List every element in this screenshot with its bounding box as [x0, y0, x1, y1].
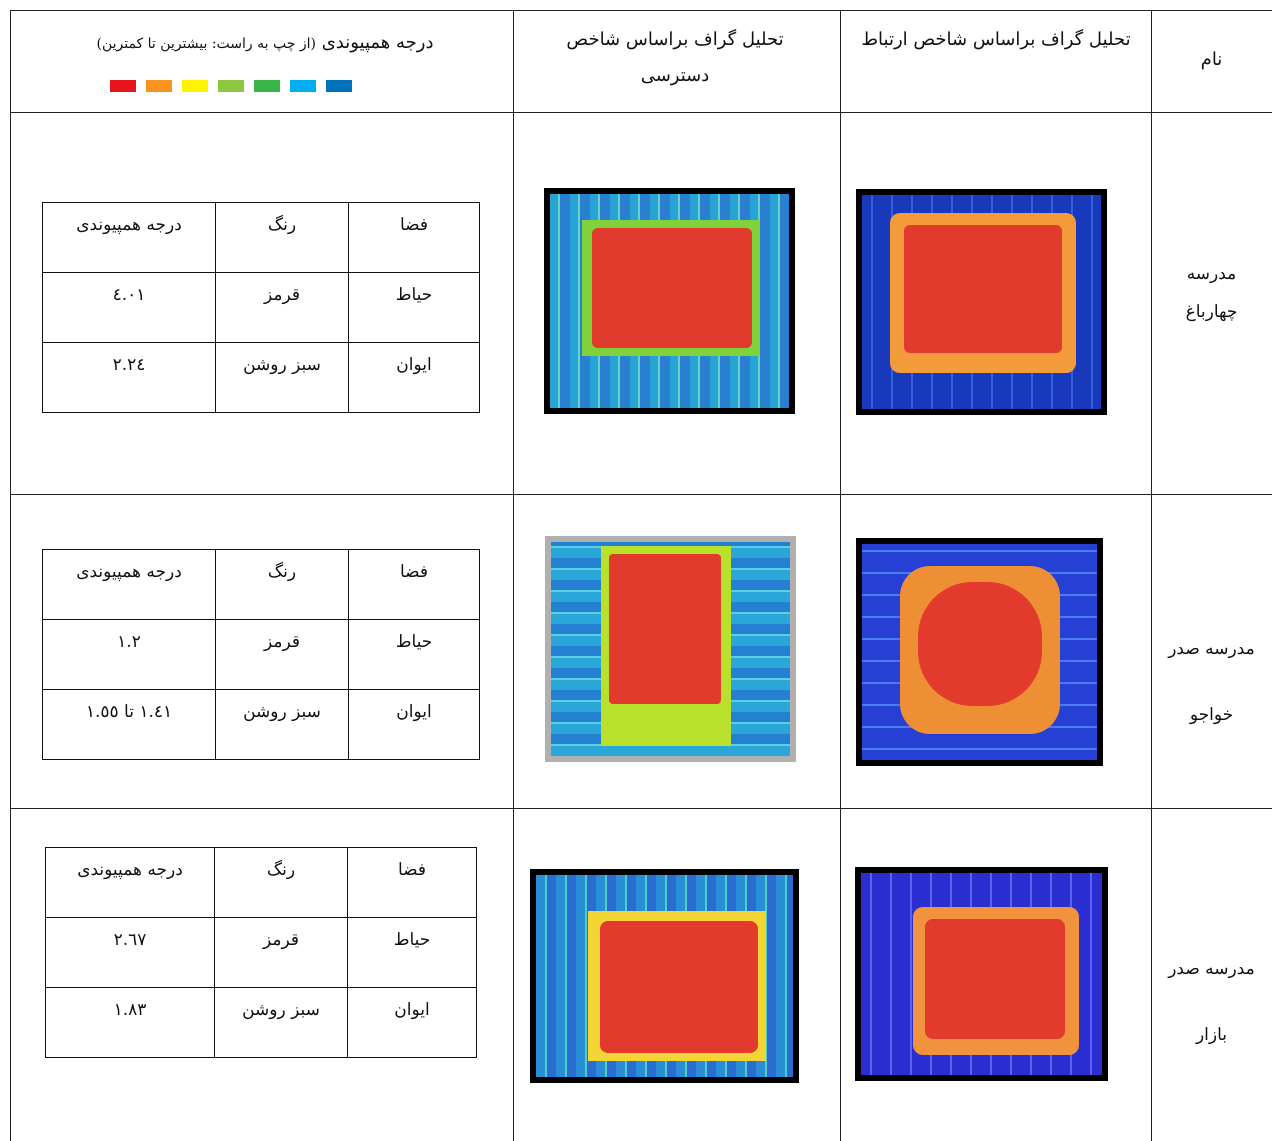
row-3-name-line1: مدرسه صدر: [1168, 959, 1255, 979]
cell-space: ایوان: [347, 987, 477, 1058]
cell-degree-header: درجه همپیوندی: [42, 549, 216, 620]
header-divider: [10, 112, 1272, 113]
cell-color: سبز روشن: [215, 689, 349, 760]
cell-degree: ٢.٢٤: [42, 342, 216, 413]
cell-color-header: رنگ: [214, 847, 348, 918]
row-2-accessibility-plan-image: [545, 536, 796, 762]
legend-swatch-2: [146, 80, 172, 92]
legend-swatch-4: [218, 80, 244, 92]
header-name: نام: [1200, 49, 1223, 70]
header-integration-title: درجه همپیوندی: [321, 32, 434, 53]
cell-color: قرمز: [214, 917, 348, 988]
cell-color-header: رنگ: [215, 549, 349, 620]
col-divider-3: [1151, 10, 1152, 1141]
cell-degree: ٢.٦٧: [45, 917, 215, 988]
cell-color: سبز روشن: [214, 987, 348, 1058]
legend-swatch-7: [326, 80, 352, 92]
cell-space: ایوان: [348, 689, 480, 760]
row-2-name-line2: خواجو: [1189, 705, 1234, 725]
row-3-name: مدرسه صدر بازار: [1151, 950, 1272, 1054]
row-3-connectivity-plan-image: [855, 867, 1108, 1081]
cell-color: سبز روشن: [215, 342, 349, 413]
row-1-accessibility-plan-image: [544, 188, 795, 414]
cell-degree: ٤.٠١: [42, 272, 216, 343]
row-1-name: مدرسه چهارباغ: [1151, 255, 1272, 331]
cell-degree: ١.٨٣: [45, 987, 215, 1058]
cell-degree: ١.٤١ تا ١.٥٥: [42, 689, 216, 760]
cell-space: حیاط: [347, 917, 477, 988]
cell-degree: ١.٢: [42, 619, 216, 690]
cell-degree-header: درجه همپیوندی: [42, 202, 216, 273]
row-2-integration-table: فضا رنگ درجه همپیوندی حیاط قرمز ١.٢ ایوان سبز…: [42, 549, 480, 760]
legend-swatch-3: [182, 80, 208, 92]
table-border-left: [10, 10, 11, 1141]
row-1-integration-table: فضا رنگ درجه همپیوندی حیاط قرمز ٤.٠١ ایوان سب…: [42, 202, 480, 413]
cell-color: قرمز: [215, 619, 349, 690]
header-connectivity: تحلیل گراف براساس شاخص ارتباط: [861, 29, 1131, 50]
row-1-name-line2: چهارباغ: [1185, 302, 1238, 322]
cell-space: حیاط: [348, 619, 480, 690]
table-border-top: [10, 10, 1272, 11]
header-integration: درجه همپیوندی (از چپ به راست: بیشترین تا…: [30, 28, 500, 59]
cell-color: قرمز: [215, 272, 349, 343]
legend-swatch-6: [290, 80, 316, 92]
legend-swatch-1: [110, 80, 136, 92]
cell-space-header: فضا: [348, 549, 480, 620]
row-3-name-line2: بازار: [1195, 1025, 1228, 1045]
cell-space-header: فضا: [348, 202, 480, 273]
cell-degree-header: درجه همپیوندی: [45, 847, 215, 918]
header-integration-note: (از چپ به راست: بیشترین تا کمترین): [96, 36, 316, 52]
cell-color-header: رنگ: [215, 202, 349, 273]
col-divider-1: [513, 10, 514, 1141]
row-divider-1: [10, 494, 1272, 495]
header-accessibility: تحلیل گراف براساس شاخص دسترسی: [566, 29, 784, 86]
row-1-name-line1: مدرسه: [1186, 264, 1237, 284]
cell-space: حیاط: [348, 272, 480, 343]
row-3-integration-table: فضا رنگ درجه همپیوندی حیاط قرمز ٢.٦٧ ایوان سب…: [45, 847, 477, 1058]
row-2-name-line1: مدرسه صدر: [1168, 639, 1255, 659]
cell-space-header: فضا: [347, 847, 477, 918]
color-legend: [110, 80, 352, 92]
col-divider-2: [840, 10, 841, 1141]
cell-space: ایوان: [348, 342, 480, 413]
row-2-connectivity-plan-image: [856, 538, 1103, 766]
row-3-accessibility-plan-image: [530, 869, 799, 1083]
row-1-connectivity-plan-image: [856, 189, 1107, 415]
legend-swatch-5: [254, 80, 280, 92]
row-2-name: مدرسه صدر خواجو: [1151, 630, 1272, 734]
row-divider-2: [10, 808, 1272, 809]
